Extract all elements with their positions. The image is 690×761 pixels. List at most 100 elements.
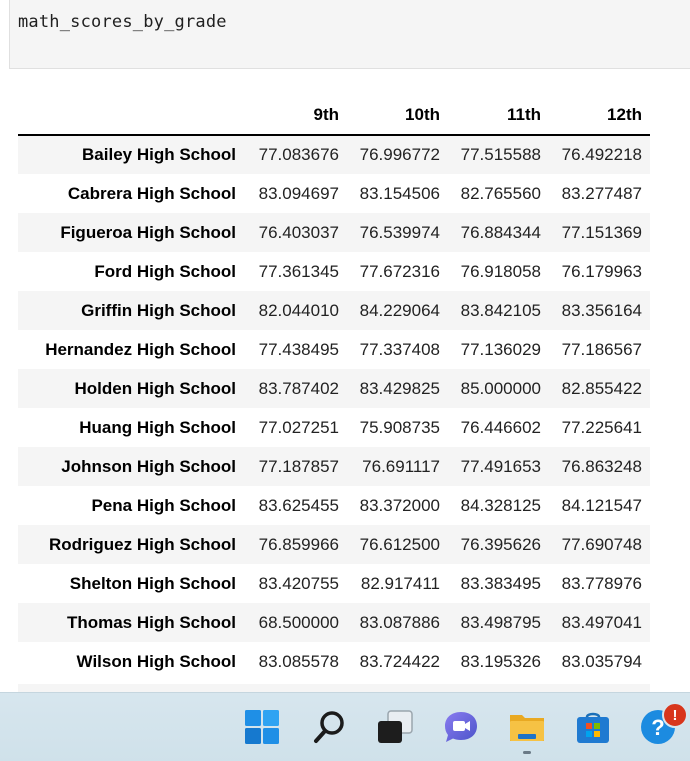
cell-10th: 76.612500 xyxy=(359,534,440,554)
cell-9th: 83.085578 xyxy=(258,651,339,671)
cell-11th: 83.498795 xyxy=(460,612,541,632)
row-index-school: Huang High School xyxy=(79,417,236,437)
column-header-9th: 9th xyxy=(246,96,347,136)
active-app-indicator xyxy=(523,751,531,754)
table-row: Figueroa High School 76.403037 76.539974… xyxy=(18,213,650,252)
cell-12th: 83.356164 xyxy=(561,300,642,320)
table-row: Cabrera High School 83.094697 83.154506 … xyxy=(18,174,650,213)
cell-12th: 76.179963 xyxy=(561,261,642,281)
windows-start-icon[interactable] xyxy=(242,707,282,747)
cell-12th: 83.497041 xyxy=(561,612,642,632)
row-index-school: Wilson High School xyxy=(76,651,236,671)
table-row: Bailey High School 77.083676 76.996772 7… xyxy=(18,135,650,174)
cell-10th: 83.724422 xyxy=(359,651,440,671)
notification-badge: ! xyxy=(662,702,688,728)
table-row: Thomas High School 68.500000 83.087886 8… xyxy=(18,603,650,642)
cell-12th: 77.186567 xyxy=(561,339,642,359)
file-explorer-icon[interactable] xyxy=(507,707,547,747)
row-index-school: Figueroa High School xyxy=(60,222,236,242)
cell-11th: 76.395626 xyxy=(460,534,541,554)
cell-10th: 84.229064 xyxy=(359,300,440,320)
table-row: Ford High School 77.361345 77.672316 76.… xyxy=(18,252,650,291)
table-row-partial xyxy=(18,684,650,692)
cell-9th: 83.094697 xyxy=(258,183,339,203)
table-row: Johnson High School 77.187857 76.691117 … xyxy=(18,447,650,486)
cell-9th: 83.625455 xyxy=(258,495,339,515)
row-index-school: Shelton High School xyxy=(69,573,236,593)
cell-9th: 77.187857 xyxy=(258,456,339,476)
teams-chat-icon[interactable] xyxy=(441,707,481,747)
taskbar: ? ! xyxy=(0,692,690,761)
cell-10th: 76.691117 xyxy=(362,456,440,476)
cell-11th: 84.328125 xyxy=(460,495,541,515)
cell-9th: 76.859966 xyxy=(258,534,339,554)
svg-text:?: ? xyxy=(651,715,664,740)
table-row: Huang High School 77.027251 75.908735 76… xyxy=(18,408,650,447)
row-index-school: Rodriguez High School xyxy=(49,534,236,554)
cell-9th: 83.420755 xyxy=(258,573,339,593)
cell-11th: 83.842105 xyxy=(460,300,541,320)
cell-9th: 82.044010 xyxy=(258,300,339,320)
cell-10th: 83.154506 xyxy=(359,183,440,203)
index-header xyxy=(18,96,246,136)
row-index-school: Bailey High School xyxy=(82,145,236,164)
cell-9th: 76.403037 xyxy=(258,222,339,242)
row-index-school: Griffin High School xyxy=(81,300,236,320)
cell-11th: 85.000000 xyxy=(460,378,541,398)
row-index-school: Thomas High School xyxy=(66,612,236,632)
dataframe-table: 9th 10th 11th 12th Bailey High School 77… xyxy=(18,96,650,681)
cell-9th: 77.027251 xyxy=(258,417,339,437)
cell-12th: 82.855422 xyxy=(561,378,642,398)
cell-12th: 84.121547 xyxy=(561,495,642,515)
cell-11th: 83.383495 xyxy=(460,573,541,593)
cell-11th: 76.918058 xyxy=(460,261,541,281)
table-row: Wilson High School 83.085578 83.724422 8… xyxy=(18,642,650,681)
cell-12th: 77.151369 xyxy=(561,222,642,242)
table-row: Hernandez High School 77.438495 77.33740… xyxy=(18,330,650,369)
table-row: Pena High School 83.625455 83.372000 84.… xyxy=(18,486,650,525)
cell-10th: 83.087886 xyxy=(359,612,440,632)
table-row: Griffin High School 82.044010 84.229064 … xyxy=(18,291,650,330)
cell-11th: 76.446602 xyxy=(460,417,541,437)
cell-12th: 77.225641 xyxy=(561,417,642,437)
table-header-row: 9th 10th 11th 12th xyxy=(18,96,650,136)
cell-12th: 83.035794 xyxy=(561,651,642,671)
table-row: Holden High School 83.787402 83.429825 8… xyxy=(18,369,650,408)
cell-12th: 76.492218 xyxy=(561,145,642,164)
cell-10th: 77.672316 xyxy=(359,261,440,281)
row-index-school: Hernandez High School xyxy=(45,339,236,359)
cell-9th: 83.787402 xyxy=(258,378,339,398)
cell-11th: 83.195326 xyxy=(460,651,541,671)
cell-12th: 77.690748 xyxy=(561,534,642,554)
cell-9th: 77.361345 xyxy=(258,261,339,281)
code-cell[interactable]: math_scores_by_grade xyxy=(9,0,690,69)
cell-11th: 77.136029 xyxy=(460,339,541,359)
cell-11th: 76.884344 xyxy=(460,222,541,242)
cell-9th: 68.500000 xyxy=(258,612,339,632)
cell-12th: 83.277487 xyxy=(561,183,642,203)
cell-10th: 82.917411 xyxy=(360,573,440,593)
cell-9th: 77.083676 xyxy=(258,145,339,164)
cell-11th: 82.765560 xyxy=(460,183,541,203)
cell-12th: 83.778976 xyxy=(561,573,642,593)
table-row: Shelton High School 83.420755 82.917411 … xyxy=(18,564,650,603)
column-header-11th: 11th xyxy=(448,96,549,136)
cell-10th: 76.996772 xyxy=(359,145,440,164)
column-header-10th: 10th xyxy=(347,96,448,136)
table-row: Rodriguez High School 76.859966 76.61250… xyxy=(18,525,650,564)
microsoft-store-icon[interactable] xyxy=(573,707,613,747)
task-view-icon[interactable] xyxy=(375,707,415,747)
cell-output: 9th 10th 11th 12th Bailey High School 77… xyxy=(18,96,650,681)
code-cell-source[interactable]: math_scores_by_grade xyxy=(18,12,227,32)
cell-11th: 77.491653 xyxy=(460,456,541,476)
search-icon[interactable] xyxy=(309,707,349,747)
cell-11th: 77.515588 xyxy=(460,145,541,164)
cell-9th: 77.438495 xyxy=(258,339,339,359)
cell-10th: 83.429825 xyxy=(359,378,440,398)
cell-10th: 75.908735 xyxy=(359,417,440,437)
row-index-school: Holden High School xyxy=(74,378,237,398)
row-index-school: Cabrera High School xyxy=(67,183,236,203)
cell-10th: 76.539974 xyxy=(359,222,440,242)
row-index-school: Ford High School xyxy=(94,261,236,281)
row-index-school: Johnson High School xyxy=(61,456,236,476)
